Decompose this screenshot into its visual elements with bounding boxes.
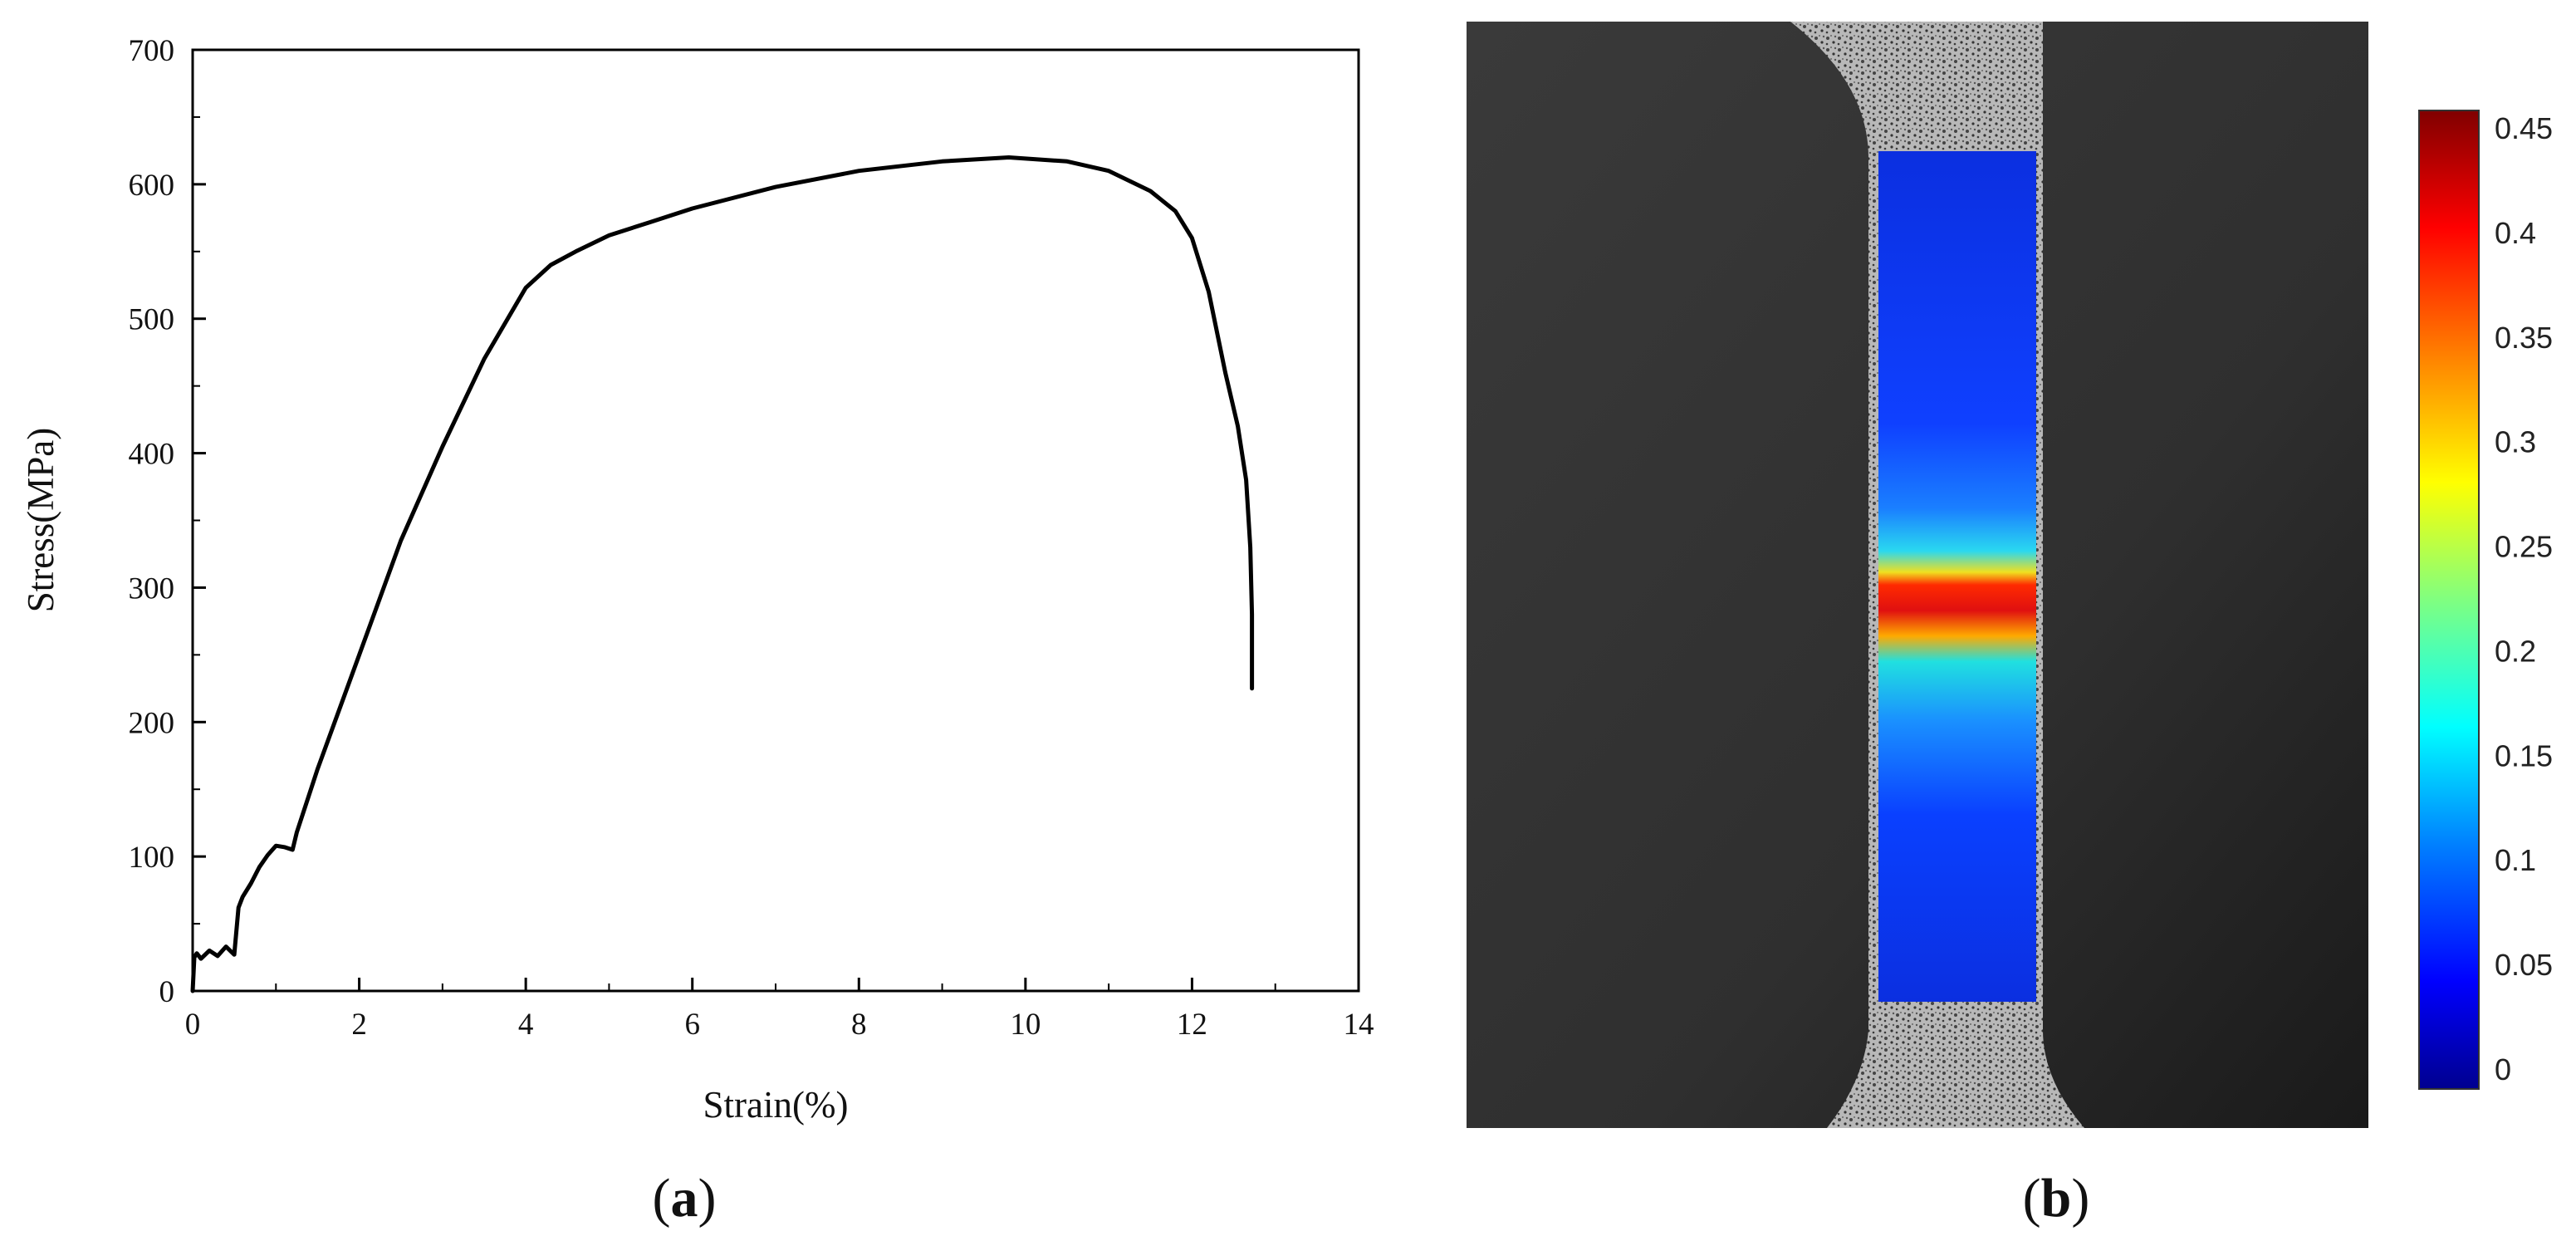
colorbar-tick-label: 0.2 bbox=[2495, 634, 2536, 668]
x-tick-label: 4 bbox=[518, 1008, 534, 1042]
colorbar bbox=[2418, 110, 2480, 1090]
x-tick-label: 2 bbox=[351, 1008, 367, 1042]
y-tick-label: 300 bbox=[129, 571, 175, 606]
x-tick-label: 10 bbox=[1010, 1008, 1041, 1042]
colorbar-tick-labels: 0.45 0.4 0.35 0.3 0.25 0.2 0.15 0.1 0.05 0 bbox=[2495, 111, 2553, 1086]
y-tick-label: 0 bbox=[159, 975, 175, 1009]
colorbar-tick-label: 0.3 bbox=[2495, 425, 2536, 459]
y-tick-label: 200 bbox=[129, 706, 175, 740]
panel-label-b: (b) bbox=[2023, 1168, 2090, 1229]
series-line-stress-strain bbox=[190, 155, 1255, 993]
plot-frame bbox=[191, 48, 1360, 993]
colorbar-tick-label: 0.4 bbox=[2495, 216, 2536, 250]
x-tick-label: 6 bbox=[684, 1008, 700, 1042]
strain-field-strip bbox=[1878, 151, 2036, 1002]
y-tick-label: 700 bbox=[129, 34, 175, 68]
colorbar-tick-label: 0.15 bbox=[2495, 738, 2553, 772]
y-tick-label: 100 bbox=[129, 841, 175, 875]
colorbar-tick-label: 0.35 bbox=[2495, 321, 2553, 355]
colorbar-tick-label: 0.45 bbox=[2495, 111, 2553, 145]
y-axis-title: Stress(MPa) bbox=[20, 428, 61, 613]
x-axis-title: Strain(%) bbox=[703, 1084, 849, 1126]
y-tick-label: 500 bbox=[129, 303, 175, 337]
strain-field-image: 0.45 0.4 0.35 0.3 0.25 0.2 0.15 0.1 0.05 0 (b) bbox=[1467, 22, 2553, 1229]
y-axis-ticks: 0 100 200 300 400 500 600 700 bbox=[129, 34, 206, 1009]
x-tick-label: 14 bbox=[1344, 1008, 1374, 1042]
colorbar-tick-label: 0 bbox=[2495, 1052, 2511, 1086]
colorbar-tick-label: 0.1 bbox=[2495, 843, 2536, 877]
stress-strain-chart: 0 2 4 6 8 10 12 14 0 100 200 300 400 500 600 700 Strai… bbox=[20, 34, 1374, 1229]
y-tick-label: 400 bbox=[129, 438, 175, 472]
panel-label-a: (a) bbox=[653, 1168, 717, 1229]
y-tick-label: 600 bbox=[129, 169, 175, 203]
x-axis-ticks: 0 2 4 6 8 10 12 14 bbox=[185, 978, 1374, 1042]
x-tick-label: 0 bbox=[185, 1008, 201, 1042]
x-tick-label: 12 bbox=[1177, 1008, 1207, 1042]
x-tick-label: 8 bbox=[851, 1008, 867, 1042]
colorbar-tick-label: 0.05 bbox=[2495, 948, 2553, 982]
colorbar-tick-label: 0.25 bbox=[2495, 530, 2553, 564]
